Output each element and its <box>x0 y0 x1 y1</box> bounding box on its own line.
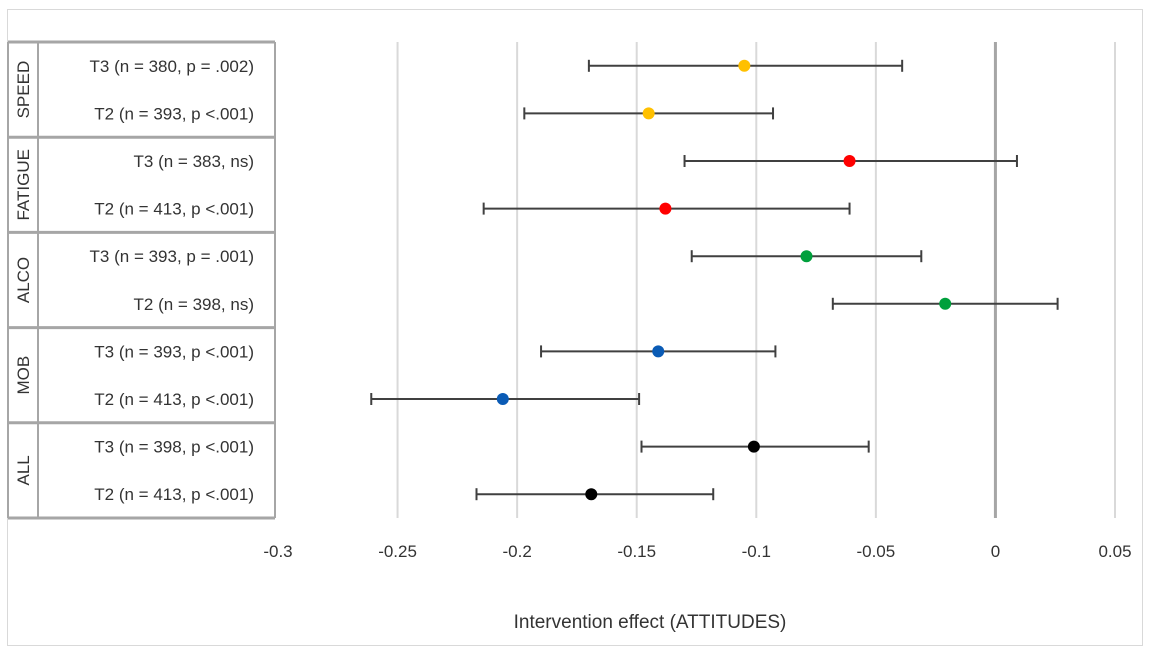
gridlines <box>396 42 1116 518</box>
row-label: T2 (n = 398, ns) <box>134 295 254 314</box>
estimate-point <box>800 250 813 263</box>
x-tick-label: -0.25 <box>378 542 417 561</box>
estimate-point <box>659 202 672 215</box>
estimate-point <box>738 59 751 72</box>
group-label-all: ALL <box>14 455 33 485</box>
group-label-alco: ALCO <box>14 257 33 303</box>
x-axis-ticks: -0.3 -0.25 -0.2 -0.15 -0.1 -0.05 0 0.05 <box>263 542 1131 561</box>
x-tick-label: -0.05 <box>856 542 895 561</box>
estimate-point <box>747 440 760 453</box>
row-label: T3 (n = 380, p = .002) <box>90 57 254 76</box>
group-label-speed: SPEED <box>14 61 33 119</box>
row-label: T2 (n = 413, p <.001) <box>94 200 254 219</box>
estimate-point <box>585 488 598 501</box>
x-tick-label: 0.05 <box>1098 542 1131 561</box>
group-label-fatigue: FATIGUE <box>14 149 33 220</box>
row-label: T3 (n = 393, p = .001) <box>90 247 254 266</box>
row-label: T2 (n = 393, p <.001) <box>94 104 254 123</box>
estimate-point <box>939 297 952 310</box>
x-tick-label: -0.2 <box>502 542 531 561</box>
x-tick-label: -0.15 <box>617 542 656 561</box>
data-marks <box>370 59 1059 501</box>
x-tick-label: -0.1 <box>742 542 771 561</box>
group-label-mob: MOB <box>14 356 33 395</box>
estimate-point <box>843 155 856 167</box>
row-label: T2 (n = 413, p <.001) <box>94 485 254 504</box>
row-label: T3 (n = 383, ns) <box>134 152 254 171</box>
x-axis-title: Intervention effect (ATTITUDES) <box>514 612 787 633</box>
row-label: T3 (n = 393, p <.001) <box>94 342 254 361</box>
estimate-point <box>652 345 665 358</box>
x-tick-label: -0.3 <box>263 542 292 561</box>
row-label: T2 (n = 413, p <.001) <box>94 390 254 409</box>
row-label: T3 (n = 398, p <.001) <box>94 438 254 457</box>
estimate-point <box>496 393 509 405</box>
category-table: SPEED T3 (n = 380, p = .002) T2 (n = 393, … <box>7 40 276 520</box>
estimate-point <box>642 107 655 120</box>
x-tick-label: 0 <box>991 542 1000 561</box>
